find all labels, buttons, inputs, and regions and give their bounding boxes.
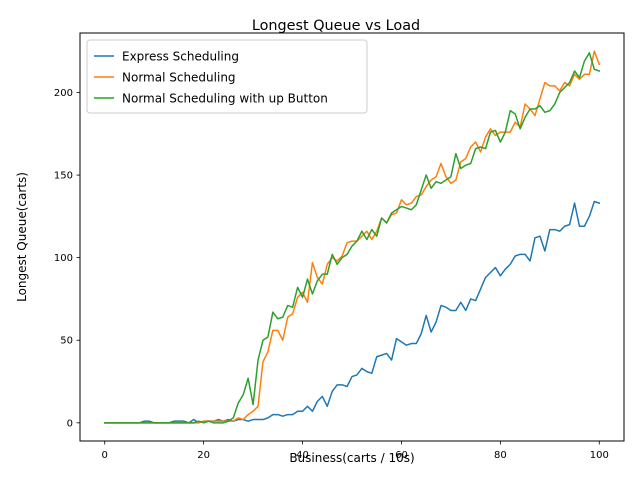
x-axis: 0 20 40 60 80 100 — [102, 441, 609, 461]
x-tick-label: 40 — [296, 450, 309, 461]
y-axis-label: Longest Queue(carts) — [15, 172, 29, 302]
legend-box — [86, 39, 368, 114]
y-tick-label: 50 — [60, 336, 73, 347]
legend-label-1: Express Scheduling — [122, 50, 239, 64]
y-tick-label: 0 — [67, 418, 73, 429]
x-tick-label: 100 — [590, 450, 609, 461]
y-tick-label: 200 — [54, 88, 73, 99]
legend-label-2: Normal Scheduling — [122, 71, 236, 85]
plot-frame — [79, 32, 625, 442]
legend-label-3: Normal Scheduling with up Button — [122, 92, 328, 106]
y-axis: 0 50 100 150 200 — [54, 88, 80, 429]
legend: Express Scheduling Normal Scheduling Norma… — [86, 39, 368, 114]
chart-title: Longest Queue vs Load — [252, 18, 420, 34]
y-tick-label: 100 — [54, 253, 73, 264]
x-tick-label: 0 — [102, 450, 108, 461]
x-tick-label: 20 — [197, 450, 210, 461]
x-tick-label: 60 — [395, 450, 408, 461]
plot-series-group — [103, 50, 601, 424]
series-line-3 — [103, 52, 601, 424]
x-tick-label: 80 — [494, 450, 507, 461]
y-tick-label: 150 — [54, 171, 73, 182]
x-axis-label: Business(carts / 10s) — [289, 451, 414, 465]
